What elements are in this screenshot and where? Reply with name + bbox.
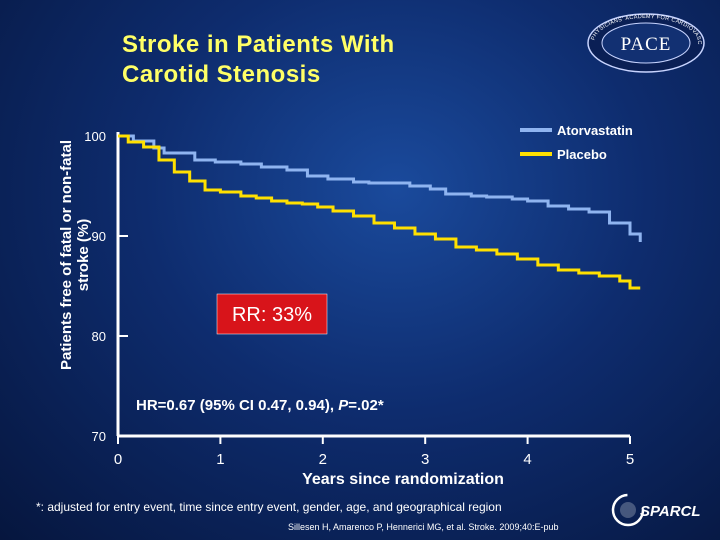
title-line-2: Carotid Stenosis: [122, 61, 321, 88]
citation: Sillesen H, Amarenco P, Hennerici MG, et…: [288, 522, 559, 532]
legend-label-placebo: Placebo: [557, 147, 607, 162]
x-tick-label-0: 0: [114, 451, 122, 468]
sparcl-logo-mark: [611, 493, 645, 527]
x-tick-label-4: 4: [523, 451, 531, 468]
x-tick-label-5: 5: [626, 451, 634, 468]
series-line-atorvastatin: [118, 134, 642, 242]
y-tick-label-80: 80: [92, 329, 106, 344]
legend-label-atorvastatin: Atorvastatin: [557, 123, 633, 138]
pace-logo-text: PACE: [621, 34, 672, 55]
pace-logo: PHYSICIANS' ACADEMY FOR CARDIOVASCULAR E…: [585, 12, 705, 73]
x-axis-label: Years since randomization: [302, 471, 504, 488]
y-tick-label-90: 90: [92, 229, 106, 244]
x-tick-label-1: 1: [216, 451, 224, 468]
y-tick-label-70: 70: [92, 429, 106, 444]
rr-label: RR: 33%: [232, 304, 312, 326]
rr-box: [216, 293, 328, 335]
footnote: *: adjusted for entry event, time since …: [36, 500, 502, 514]
y-tick-label-100: 100: [84, 129, 106, 144]
x-tick-label-2: 2: [319, 451, 327, 468]
hr-label: HR=0.67 (95% CI 0.47, 0.94), P=.02*: [136, 397, 384, 414]
pace-logo-inner-ring: [601, 22, 691, 64]
series-line-placebo: [118, 134, 641, 290]
x-tick-label-3: 3: [421, 451, 429, 468]
sparcl-logo-text: SPARCL: [640, 503, 701, 520]
title-line-1: Stroke in Patients With: [122, 31, 395, 58]
page-title: Stroke in Patients With Carotid Stenosis: [122, 30, 542, 90]
sparcl-logo: SPARCL: [611, 493, 701, 527]
